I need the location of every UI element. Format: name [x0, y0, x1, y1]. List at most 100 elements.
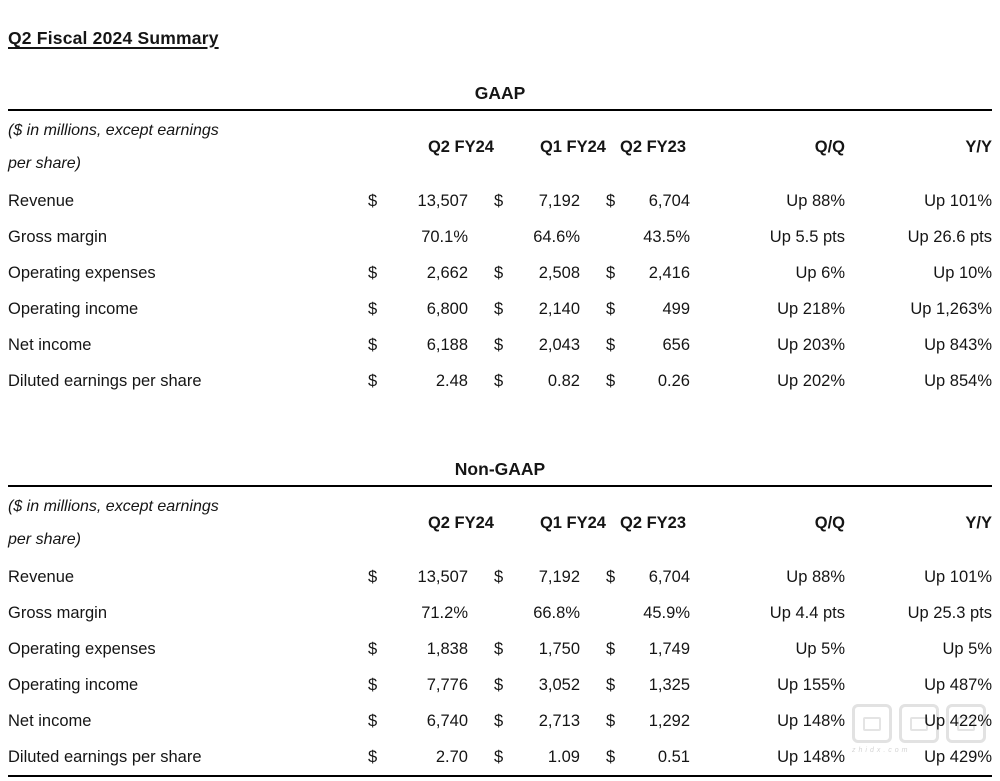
value-q2fy23: 1,749 [648, 640, 690, 658]
dollar-sign: $ [368, 568, 378, 586]
zhidx-watermark: zhidx.com [852, 704, 992, 766]
value-yy-change: Up 5% [942, 640, 992, 658]
value-qq-change: Up 218% [777, 300, 845, 318]
watermark-url-text: zhidx.com [852, 747, 911, 754]
value-q1fy24: 2,043 [538, 336, 580, 354]
value-q1fy24: 3,052 [538, 676, 580, 694]
value-q2fy23: 656 [662, 336, 690, 354]
table-row: Gross margin 71.2% 66.8% 45.9% Up 4.4 pts Up … [8, 595, 992, 631]
value-yy-change: Up 10% [933, 264, 992, 282]
column-header-q1fy24: Q1 FY24 [539, 513, 606, 532]
dollar-sign [580, 595, 620, 631]
table-row: Diluted earnings per share $2.70 $1.09 $0.5… [8, 739, 992, 775]
table-top-rule [8, 485, 992, 487]
value-q2fy23: 45.9% [643, 604, 690, 622]
table-row: Net income $6,740 $2,713 $1,292 Up 148% Up 42… [8, 703, 992, 739]
row-label: Gross margin [8, 604, 108, 622]
dollar-sign: $ [606, 336, 616, 354]
table-row: Net income $6,188 $2,043 $656 Up 203% Up 843% [8, 327, 992, 363]
dollar-sign: $ [494, 640, 504, 658]
value-q2fy24: 2,662 [426, 264, 468, 282]
column-header-q2fy24: Q2 FY24 [427, 513, 494, 532]
value-q2fy23: 0.51 [657, 748, 690, 766]
row-label: Diluted earnings per share [8, 372, 202, 390]
table-row: Revenue $13,507 $7,192 $6,704 Up 88% Up 101% [8, 559, 992, 595]
dollar-sign: $ [606, 300, 616, 318]
value-q2fy24: 13,507 [417, 568, 468, 586]
value-q2fy24: 1,838 [426, 640, 468, 658]
value-q2fy24: 2.70 [435, 748, 468, 766]
dollar-sign: $ [494, 192, 504, 210]
dollar-sign: $ [368, 300, 378, 318]
value-q2fy23: 43.5% [643, 228, 690, 246]
row-label: Operating expenses [8, 264, 156, 282]
value-qq-change: Up 148% [777, 748, 845, 766]
page-title: Q2 Fiscal 2024 Summary [8, 28, 219, 48]
row-label: Operating expenses [8, 640, 156, 658]
gaap-table-body: Revenue $13,507 $7,192 $6,704 Up 88% Up 101% G… [8, 183, 992, 399]
value-q2fy24: 13,507 [417, 192, 468, 210]
value-yy-change: Up 843% [924, 336, 992, 354]
table-row: Gross margin 70.1% 64.6% 43.5% Up 5.5 pts Up … [8, 219, 992, 255]
value-q2fy23: 6,704 [648, 192, 690, 210]
dollar-sign: $ [606, 676, 616, 694]
column-header-yy: Y/Y [965, 513, 992, 532]
unit-note-line1: ($ in millions, except earnings [8, 122, 219, 139]
column-header-q1fy24: Q1 FY24 [539, 137, 606, 156]
value-qq-change: Up 203% [777, 336, 845, 354]
column-header-yy: Y/Y [965, 137, 992, 156]
dollar-sign: $ [606, 372, 616, 390]
value-yy-change: Up 101% [924, 568, 992, 586]
value-yy-change: Up 25.3 pts [907, 604, 992, 622]
table-row: Operating income $6,800 $2,140 $499 Up 218% U… [8, 291, 992, 327]
value-q1fy24: 66.8% [533, 604, 580, 622]
dollar-sign: $ [606, 264, 616, 282]
dollar-sign: $ [494, 300, 504, 318]
dollar-sign: $ [494, 676, 504, 694]
value-yy-change: Up 26.6 pts [907, 228, 992, 246]
dollar-sign: $ [606, 640, 616, 658]
column-header-q2fy24: Q2 FY24 [427, 137, 494, 156]
value-q2fy23: 1,292 [648, 712, 690, 730]
value-q1fy24: 1.09 [547, 748, 580, 766]
dollar-sign: $ [368, 192, 378, 210]
dollar-sign: $ [494, 372, 504, 390]
gaap-table-header-row: ($ in millions, except earnings per shar… [8, 111, 992, 183]
unit-note-line1: ($ in millions, except earnings [8, 498, 219, 515]
gaap-table-heading: GAAP [474, 83, 526, 103]
dollar-sign: $ [606, 748, 616, 766]
table-row: Revenue $13,507 $7,192 $6,704 Up 88% Up 101% [8, 183, 992, 219]
non-gaap-table-body: Revenue $13,507 $7,192 $6,704 Up 88% Up 101% G… [8, 559, 992, 775]
value-q1fy24: 2,140 [538, 300, 580, 318]
dollar-sign [468, 219, 508, 255]
row-label: Revenue [8, 568, 75, 586]
row-label: Net income [8, 712, 92, 730]
value-q2fy23: 499 [662, 300, 690, 318]
watermark-glyph-icon [946, 704, 986, 743]
non-gaap-section: Non-GAAP ($ in millions, except earnings… [8, 459, 992, 777]
value-yy-change: Up 854% [924, 372, 992, 390]
zhidx-watermark-logo [852, 704, 992, 743]
value-q2fy23: 2,416 [648, 264, 690, 282]
dollar-sign: $ [368, 336, 378, 354]
dollar-sign: $ [606, 712, 616, 730]
value-q1fy24: 1,750 [538, 640, 580, 658]
value-qq-change: Up 88% [786, 568, 845, 586]
dollar-sign: $ [494, 264, 504, 282]
dollar-sign: $ [368, 748, 378, 766]
unit-note-line2: per share) [8, 531, 81, 548]
value-q1fy24: 7,192 [538, 568, 580, 586]
value-yy-change: Up 429% [924, 748, 992, 766]
value-qq-change: Up 5% [795, 640, 845, 658]
dollar-sign: $ [368, 712, 378, 730]
value-qq-change: Up 148% [777, 712, 845, 730]
value-q2fy24: 6,740 [426, 712, 468, 730]
value-q2fy24: 2.48 [435, 372, 468, 390]
gaap-section: GAAP ($ in millions, except earnings per… [8, 83, 992, 399]
value-q1fy24: 2,713 [538, 712, 580, 730]
dollar-sign [362, 595, 390, 631]
row-label: Net income [8, 336, 92, 354]
table-row: Operating income $7,776 $3,052 $1,325 Up 155… [8, 667, 992, 703]
dollar-sign: $ [368, 372, 378, 390]
value-q2fy24: 70.1% [421, 228, 468, 246]
